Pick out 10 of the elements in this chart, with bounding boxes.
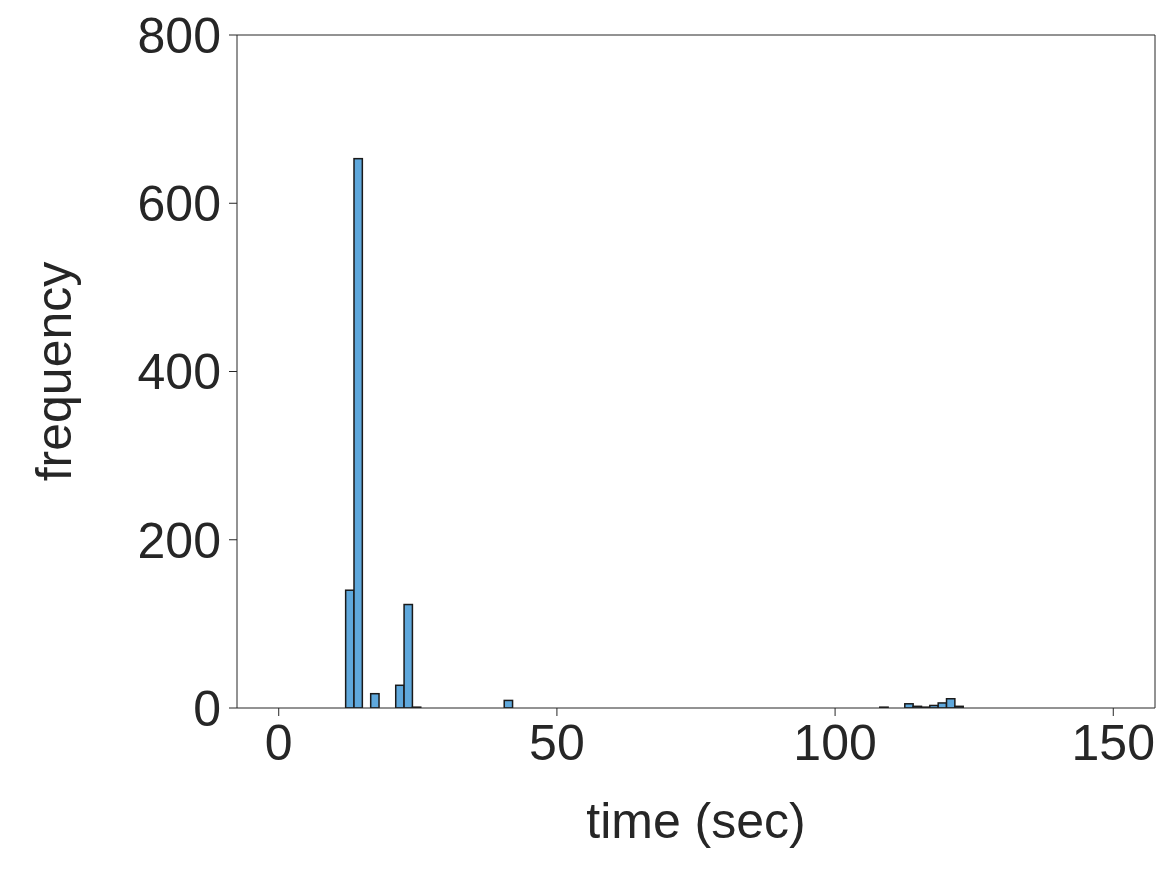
x-tick-label: 0 [264, 714, 293, 771]
x-tick-label: 150 [1071, 714, 1155, 771]
y-tick-label: 400 [137, 344, 221, 401]
y-axis-title: frequency [25, 261, 82, 482]
x-axis-title: time (sec) [586, 793, 806, 849]
x-tick-label: 50 [529, 714, 585, 771]
x-tick-label: 100 [793, 714, 877, 771]
y-tick-label: 200 [137, 512, 221, 569]
y-tick-label: 600 [137, 176, 221, 232]
y-tick-label: 800 [137, 7, 221, 64]
